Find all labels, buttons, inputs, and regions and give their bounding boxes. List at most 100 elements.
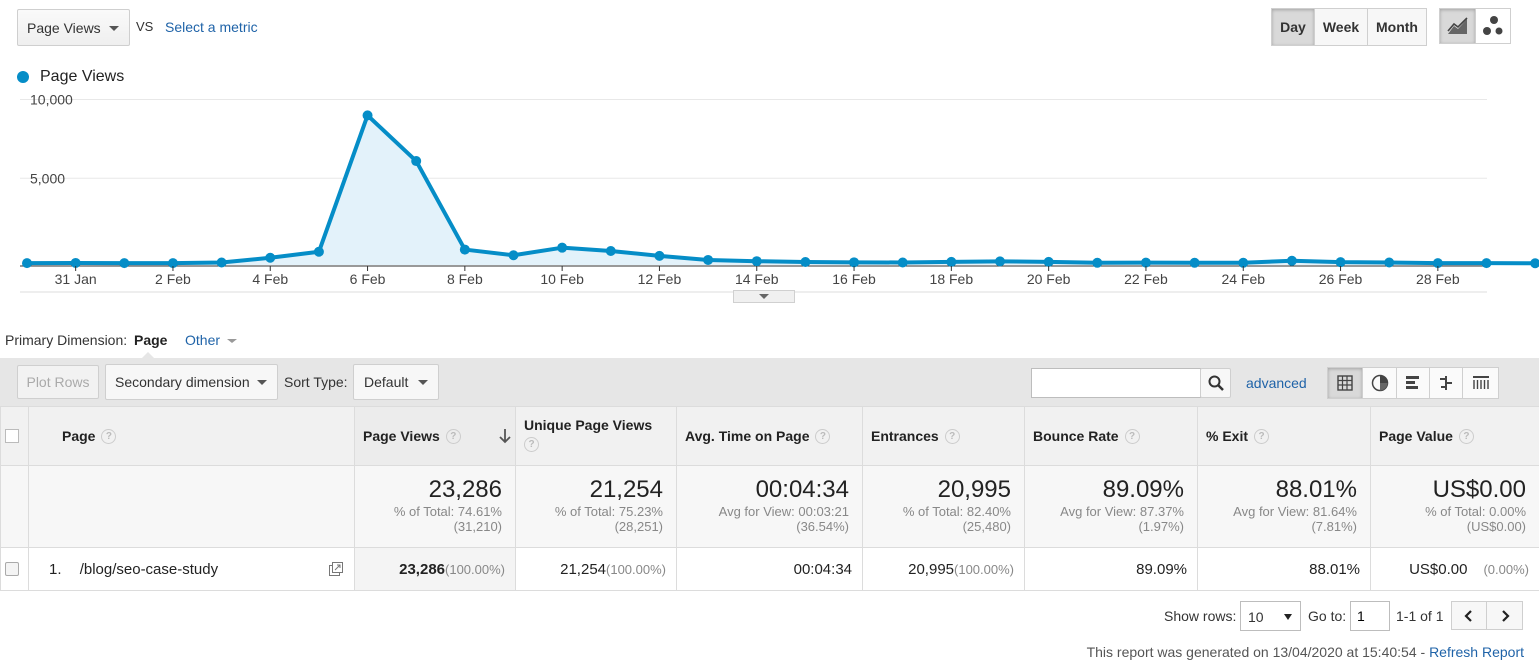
- refresh-report-link[interactable]: Refresh Report: [1429, 644, 1524, 660]
- total-base: (28,251): [614, 519, 663, 534]
- x-tick-label: 22 Feb: [1124, 271, 1168, 287]
- row-page-views-value: 23,286: [399, 560, 446, 578]
- header-page-value-label: Page Value: [1379, 427, 1453, 444]
- row-avg-time-value: 00:04:34: [793, 560, 852, 578]
- total-value: 88.01%: [1275, 476, 1357, 503]
- legend-dot: [17, 71, 29, 83]
- data-point: [1092, 257, 1103, 268]
- x-tick-label: 12 Feb: [638, 271, 682, 287]
- totals-empty-cell: [28, 465, 355, 548]
- table-view-icon[interactable]: [1328, 368, 1363, 398]
- data-point: [216, 257, 227, 268]
- total-pct: Avg for View: 87.37%: [1060, 504, 1184, 519]
- metric-select[interactable]: Page Views: [17, 9, 130, 46]
- help-icon[interactable]: ?: [944, 429, 960, 445]
- header-entrances[interactable]: Entrances?: [862, 406, 1025, 466]
- total-value: 00:04:34: [755, 476, 849, 503]
- help-icon[interactable]: ?: [445, 429, 461, 445]
- total-page-views: 23,286% of Total: 74.61% (31,210): [354, 465, 516, 548]
- next-page-button[interactable]: [1487, 602, 1522, 629]
- total-base: (1.97%): [1138, 519, 1184, 534]
- goto-input[interactable]: [1350, 601, 1390, 631]
- day-button[interactable]: Day: [1272, 9, 1315, 45]
- header-exit[interactable]: % Exit?: [1197, 406, 1371, 466]
- help-icon[interactable]: ?: [524, 437, 539, 452]
- data-point: [751, 256, 762, 267]
- chart-expand-handle[interactable]: [733, 290, 795, 303]
- totals-row: 23,286% of Total: 74.61% (31,210) 21,254%…: [0, 465, 1539, 548]
- help-icon[interactable]: ?: [1254, 429, 1270, 445]
- data-point: [265, 252, 276, 263]
- month-button[interactable]: Month: [1376, 19, 1418, 35]
- header-unique-page-views[interactable]: Unique Page Views?: [515, 406, 677, 466]
- total-bounce-rate: 89.09% Avg for View: 87.37% (1.97%): [1024, 465, 1198, 548]
- plot-rows-button[interactable]: Plot Rows: [17, 365, 99, 399]
- data-point: [557, 242, 568, 253]
- x-tick-label: 6 Feb: [350, 271, 386, 287]
- help-icon[interactable]: ?: [1458, 429, 1474, 445]
- header-page[interactable]: Page?: [28, 406, 355, 466]
- data-point: [1043, 256, 1054, 267]
- help-icon[interactable]: ?: [815, 429, 831, 445]
- motion-chart-icon[interactable]: [1476, 9, 1510, 43]
- header-avg-time-on-page[interactable]: Avg. Time on Page?: [676, 406, 863, 466]
- line-chart-icon[interactable]: [1440, 9, 1476, 43]
- metric-select-label: Page Views: [27, 19, 101, 36]
- data-point: [1481, 258, 1492, 269]
- week-button[interactable]: Week: [1315, 9, 1368, 45]
- row-page-link[interactable]: /blog/seo-case-study: [79, 560, 219, 578]
- row-page-views: 23,286(100.00%): [354, 547, 516, 591]
- pie-view-icon[interactable]: [1363, 368, 1397, 398]
- x-tick-label: 26 Feb: [1319, 271, 1363, 287]
- chevron-right-icon: [1501, 609, 1510, 622]
- x-tick-label: 18 Feb: [930, 271, 974, 287]
- y-tick-label: 10,000: [30, 92, 73, 108]
- sort-type-select[interactable]: Default: [353, 364, 439, 400]
- table-search-input[interactable]: [1031, 368, 1201, 398]
- total-pct: % of Total: 0.00%: [1425, 504, 1526, 519]
- show-rows-label: Show rows:: [1164, 608, 1237, 624]
- total-pct: % of Total: 74.61%: [393, 504, 502, 519]
- sort-descending-icon: [499, 429, 511, 444]
- select-all-checkbox[interactable]: [5, 429, 19, 443]
- performance-view-icon[interactable]: [1397, 368, 1430, 398]
- goto-label: Go to:: [1308, 608, 1347, 624]
- table-header-row: Page? Page Views? Unique Page Views? Avg…: [0, 406, 1539, 466]
- expand-chevron-icon: [759, 294, 769, 299]
- comparison-view-icon[interactable]: [1430, 368, 1463, 398]
- select-metric-link[interactable]: Select a metric: [165, 19, 258, 35]
- open-link-icon[interactable]: [329, 562, 343, 576]
- total-entrances: 20,995% of Total: 82.40% (25,480): [862, 465, 1025, 548]
- total-pct: % of Total: 75.23%: [554, 504, 663, 519]
- page-views-chart: 10,000 5,000 31 Jan 2 Feb 4 Feb 6 Feb 8 Feb 10 …: [20, 92, 1539, 293]
- show-rows-select[interactable]: 10: [1240, 601, 1301, 631]
- total-value: 21,254: [589, 476, 663, 503]
- row-checkbox[interactable]: [5, 562, 19, 576]
- total-exit: 88.01% Avg for View: 81.64% (7.81%): [1197, 465, 1371, 548]
- search-button[interactable]: [1200, 368, 1231, 398]
- data-point: [654, 250, 665, 261]
- series-line: [26, 113, 1536, 266]
- help-icon[interactable]: ?: [101, 429, 117, 445]
- header-bounce-rate[interactable]: Bounce Rate?: [1024, 406, 1198, 466]
- x-tick-label: 16 Feb: [832, 271, 876, 287]
- secondary-dimension-select[interactable]: Secondary dimension: [105, 364, 278, 400]
- prev-page-button[interactable]: [1452, 602, 1487, 629]
- row-page-value-value: US$0.00: [1409, 560, 1468, 578]
- total-base: (31,210): [453, 519, 502, 534]
- help-icon[interactable]: ?: [1124, 429, 1140, 445]
- header-unique-page-views-label: Unique Page Views: [524, 417, 653, 433]
- plot-rows-label: Plot Rows: [26, 374, 90, 390]
- advanced-link[interactable]: advanced: [1246, 375, 1307, 391]
- row-unique-page-views: 21,254(100.00%): [515, 547, 677, 591]
- total-avg-time: 00:04:34 Avg for View: 00:03:21 (36.54%): [676, 465, 863, 548]
- dimension-page-tab[interactable]: Page: [134, 332, 168, 348]
- header-avg-time-label: Avg. Time on Page: [685, 427, 810, 444]
- header-page-views[interactable]: Page Views?: [354, 406, 516, 466]
- header-page-value[interactable]: Page Value?: [1370, 406, 1539, 466]
- row-entrances-value: 20,995: [908, 560, 955, 578]
- dimension-other-dropdown[interactable]: Other: [185, 332, 237, 348]
- chevron-down-icon: [1284, 614, 1292, 620]
- pivot-view-icon[interactable]: [1463, 368, 1498, 398]
- x-tick-label: 24 Feb: [1221, 271, 1265, 287]
